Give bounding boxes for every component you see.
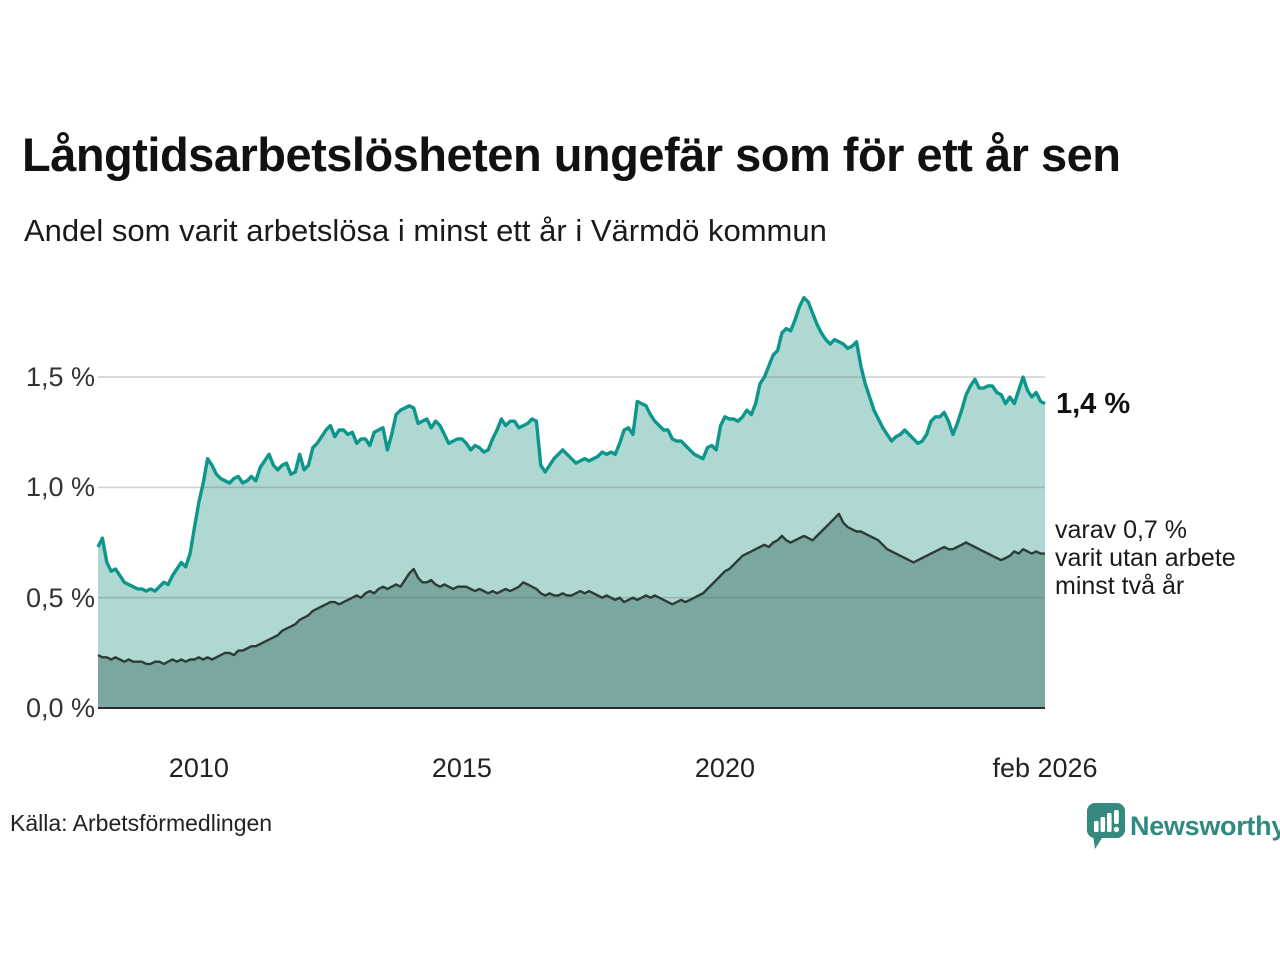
x-tick-label: 2015 — [431, 753, 492, 783]
y-tick-label: 0,0 % — [25, 693, 95, 723]
x-tick-label: 2010 — [168, 753, 229, 783]
y-tick-label: 1,5 % — [25, 362, 95, 393]
area-min-two-years — [98, 513, 1045, 708]
y-tick-label: 1,0 % — [25, 472, 95, 503]
x-tick-label: feb 2026 — [992, 753, 1098, 783]
latest-value-label: 1,4 % — [1056, 388, 1131, 420]
line-min-one-year — [96, 296, 1046, 593]
line-min-two-years — [97, 512, 1045, 666]
page-title: Långtidsarbetslösheten ungefär som för e… — [22, 128, 1121, 181]
brand-name: Newsworthy — [1130, 811, 1280, 841]
y-tick-label: 0,5 % — [25, 582, 95, 613]
secondary-value-label: varav 0,7 % varit utan arbete minst två … — [1055, 516, 1236, 600]
page-subtitle: Andel som varit arbetslösa i minst ett å… — [24, 213, 827, 248]
brand-logo: Newsworthy — [1086, 802, 1280, 852]
newsworthy-bubble-icon — [1086, 803, 1125, 849]
x-tick-label: 2020 — [694, 753, 755, 783]
source-note: Källa: Arbetsförmedlingen — [10, 810, 273, 836]
